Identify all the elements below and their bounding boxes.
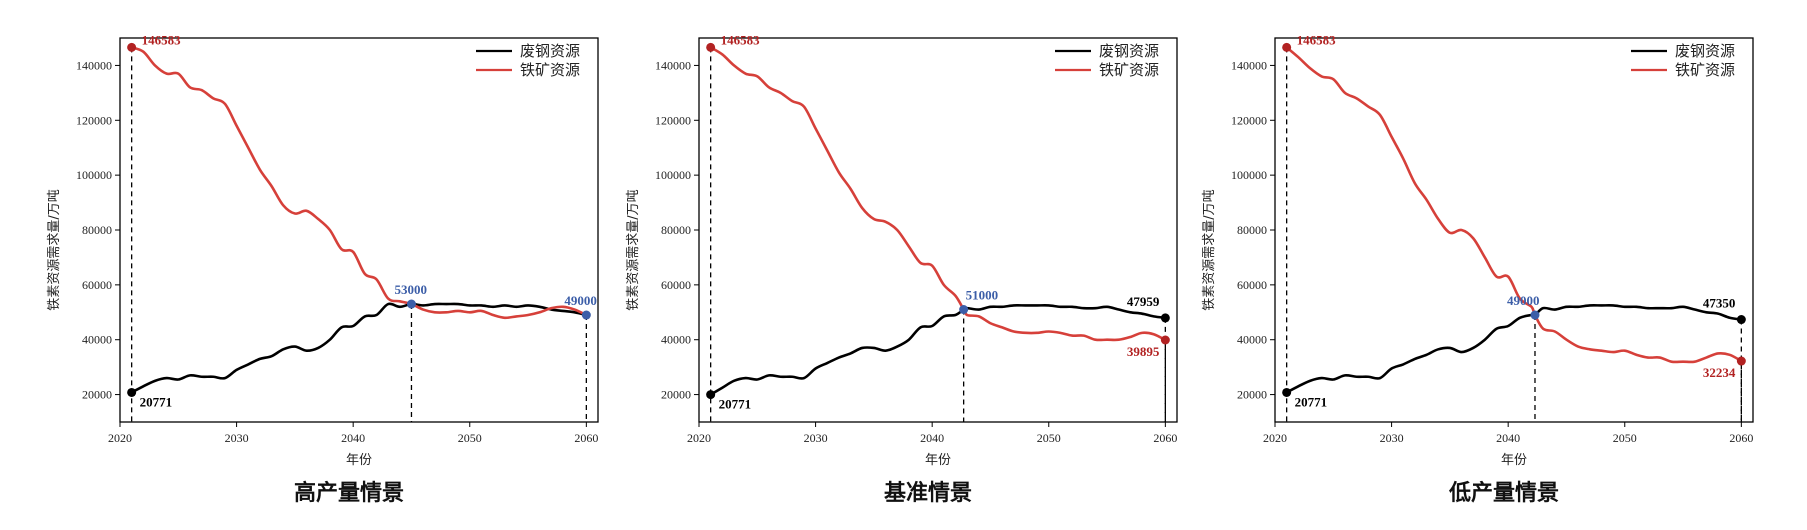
scenario-title: 低产量情景 [1448,480,1559,506]
legend-label: 废钢资源 [520,42,580,60]
annotation-label: 32234 [1703,365,1736,380]
annotation-label: 146583 [142,32,182,47]
y-tick-label: 80000 [661,223,691,237]
annotation-point [706,42,716,52]
annotation-point [1736,315,1746,325]
y-tick-label: 40000 [82,333,112,347]
annotation-point [1160,335,1170,345]
y-tick-label: 40000 [661,333,691,347]
y-tick-label: 60000 [82,278,112,292]
y-tick-label: 20000 [1237,388,1267,402]
y-tick-label: 60000 [1237,278,1267,292]
x-tick-label: 2060 [1729,431,1753,445]
annotation-point [706,390,716,400]
y-tick-label: 80000 [1237,223,1267,237]
series-line-1 [130,302,588,394]
annotation-point [1282,387,1292,397]
x-tick-label: 2040 [341,431,365,445]
annotation-label: 51000 [966,288,999,303]
annotation-point [1160,313,1170,323]
series-line-1 [709,304,1167,396]
annotation-point [581,310,591,320]
legend-label: 铁矿资源 [1675,61,1735,79]
y-tick-label: 140000 [1231,58,1267,72]
x-tick-label: 2050 [458,431,482,445]
y-tick-label: 20000 [661,388,691,402]
annotation-label: 20771 [719,397,752,412]
annotation-point [1530,310,1540,320]
x-tick-label: 2030 [1380,431,1404,445]
series-line-2 [130,46,588,320]
legend-label: 废钢资源 [1675,42,1735,60]
x-tick-label: 2060 [1153,431,1177,445]
annotation-point [1736,356,1746,366]
annotation-point [127,42,137,52]
x-tick-label: 2040 [1496,431,1520,445]
chart-panel-1: 20000 40000 60000 80000 100000 120000 140000 20… [47,32,599,506]
chart-panel-3: 20000 40000 60000 80000 100000 120000 140000 20… [1202,32,1754,506]
annotation-label: 20771 [1295,394,1328,409]
plot-frame [698,37,1178,423]
annotation-label: 47350 [1703,296,1736,311]
series-line-1 [1285,304,1743,394]
y-tick-label: 140000 [655,58,691,72]
annotation-label: 53000 [394,282,427,297]
legend-label: 废钢资源 [1099,42,1159,60]
x-tick-label: 2060 [574,431,598,445]
annotation-label: 20771 [140,394,173,409]
scenario-title: 基准情景 [884,480,972,506]
x-tick-label: 2040 [920,431,944,445]
legend-label: 铁矿资源 [520,61,580,79]
y-tick-label: 20000 [82,388,112,402]
annotation-point [959,305,969,315]
y-tick-label: 60000 [661,278,691,292]
plot-frame [1274,37,1754,423]
annotation-label: 49000 [564,293,597,308]
annotation-label: 146583 [721,32,761,47]
chart-panel-2: 20000 40000 60000 80000 100000 120000 140000 20… [626,32,1178,506]
x-tick-label: 2020 [687,431,711,445]
y-tick-label: 120000 [655,113,691,127]
y-axis-title: 铁素资源需求量/万吨 [626,189,641,310]
y-tick-label: 100000 [1231,168,1267,182]
scenario-title: 高产量情景 [294,480,404,506]
x-tick-label: 2030 [225,431,249,445]
annotation-label: 39895 [1127,344,1160,359]
y-tick-label: 80000 [82,223,112,237]
legend-label: 铁矿资源 [1099,61,1159,79]
annotation-label: 146583 [1297,32,1337,47]
x-tick-label: 2020 [108,431,132,445]
y-tick-label: 120000 [1231,113,1267,127]
y-axis-title: 铁素资源需求量/万吨 [47,189,62,310]
y-tick-label: 100000 [76,168,112,182]
x-axis-title: 年份 [1501,453,1527,468]
y-tick-label: 40000 [1237,333,1267,347]
x-tick-label: 2050 [1037,431,1061,445]
x-axis-title: 年份 [925,453,951,468]
series-line-2 [1285,46,1743,364]
y-tick-label: 140000 [76,58,112,72]
x-tick-label: 2030 [804,431,828,445]
x-tick-label: 2020 [1263,431,1287,445]
annotation-point [406,299,416,309]
annotation-label: 47959 [1127,294,1160,309]
y-axis-title: 铁素资源需求量/万吨 [1202,189,1217,310]
annotation-point [1282,42,1292,52]
x-tick-label: 2050 [1613,431,1637,445]
plot-frame [119,37,599,423]
annotation-label: 49000 [1507,293,1540,308]
series-line-2 [709,46,1167,342]
x-axis-title: 年份 [346,453,372,468]
y-tick-label: 100000 [655,168,691,182]
y-tick-label: 120000 [76,113,112,127]
annotation-point [127,387,137,397]
